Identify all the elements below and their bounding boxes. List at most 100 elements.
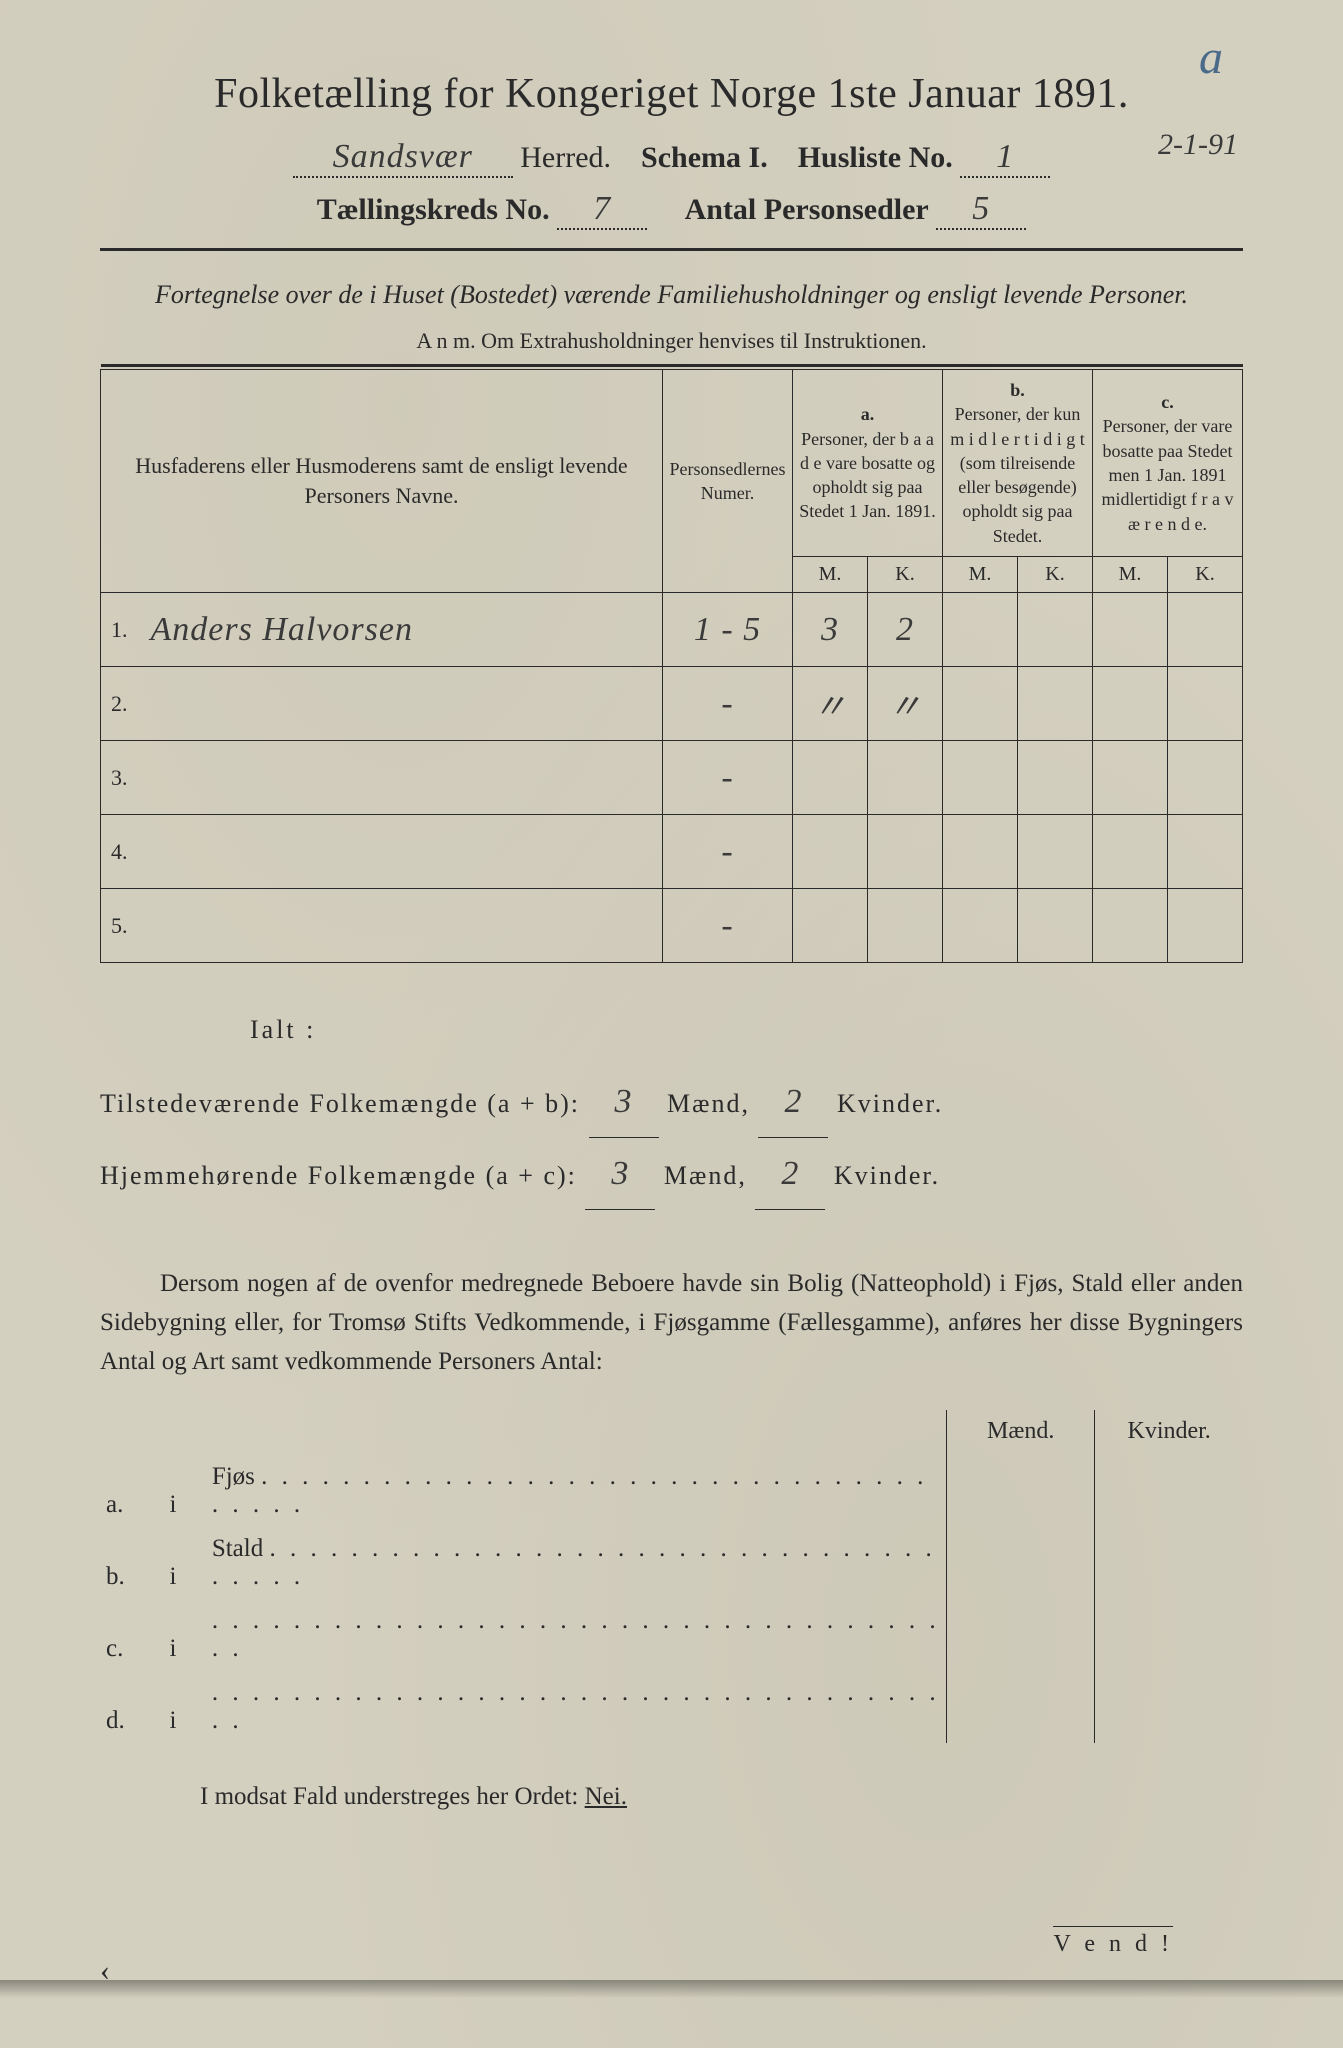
col-c-header: Personer, der vare bosatte paa Stedet me… [1099,414,1236,535]
totals-block: Ialt : Tilstedeværende Folkemængde (a + … [100,1003,1243,1210]
col-ps-header: Person­sedler­nes Numer. [670,459,786,503]
cM-cell [1093,815,1168,889]
cK-cell [1168,889,1243,963]
table-row: 3. - [101,741,1243,815]
cM-cell [1093,741,1168,815]
ps-cell: - [663,815,793,889]
ps-cell: 1 - 5 [663,593,793,667]
table-row: 5.- [101,889,1243,963]
bK-cell [1018,741,1093,815]
name-cell [141,889,663,963]
out-K [1095,1455,1243,1527]
cK-cell [1168,815,1243,889]
out-label: Fjøs . . . . . . . . . . . . . . . . . .… [206,1455,947,1527]
out-M [947,1671,1095,1743]
antal-label: Antal Personsedler [685,193,929,226]
name-cell [141,815,663,889]
aK-cell: 〃 [868,667,943,741]
cM-cell [1093,593,1168,667]
col-a-header: Personer, der b a a d e vare bosatte og … [799,427,936,524]
col-b-top: b. [949,378,1086,402]
maend-label: Mænd, [667,1089,750,1118]
ps-cell: - [663,741,793,815]
aM-cell: 〃 [793,667,868,741]
bK-cell [1018,889,1093,963]
kreds-label: Tællingskreds No. [317,193,550,226]
ps-cell: - [663,667,793,741]
bM-cell [943,593,1018,667]
bK-cell [1018,667,1093,741]
totals-row-ac: Hjemmehørende Folkemængde (a + c): 3 Mæn… [100,1138,1243,1210]
cK-cell [1168,593,1243,667]
name-cell: Anders Halvorsen [141,593,663,667]
col-a-top: a. [799,402,936,426]
bM-cell [943,667,1018,741]
out-letter: d. [100,1671,164,1743]
page-fold-shadow [0,1980,1343,1998]
aK-cell [868,741,943,815]
bM-cell [943,741,1018,815]
ialt-label: Ialt : [250,1003,1243,1058]
out-M [947,1599,1095,1671]
out-i: i [164,1671,206,1743]
col-b-header: Personer, der kun m i d l e r t i d i g … [949,402,1086,548]
name-cell [141,741,663,815]
out-label: . . . . . . . . . . . . . . . . . . . . … [206,1671,947,1743]
out-K [1095,1599,1243,1671]
tot-ac-M: 3 [585,1138,655,1210]
row-number: 5. [101,889,141,963]
row-number: 3. [101,741,141,815]
husliste-value: 1 [960,138,1050,178]
kvinder-label-2: Kvinder. [834,1161,940,1190]
kreds-line: Tællingskreds No. 7 Antal Personsedler 5 [100,190,1243,230]
page-title: Folketælling for Kongeriget Norge 1ste J… [100,70,1243,118]
bK-cell [1018,815,1093,889]
out-row: c.i . . . . . . . . . . . . . . . . . . … [100,1599,1243,1671]
sub-bM: M. [943,557,1018,593]
row-number: 1. [101,593,141,667]
husliste-label: Husliste No. [798,141,953,174]
schema-label: Schema I. [641,141,768,174]
col-c-top: c. [1099,390,1236,414]
kvinder-label: Kvinder. [837,1089,943,1118]
census-form-page: a Folketælling for Kongeriget Norge 1ste… [0,0,1343,2048]
divider [100,248,1243,251]
corner-annotation: a [1199,30,1223,85]
household-table: Husfaderens eller Husmoderens samt de en… [100,364,1243,963]
table-row: 2.-〃〃 [101,667,1243,741]
cM-cell [1093,667,1168,741]
out-letter: b. [100,1527,164,1599]
herred-label: Herred. [520,141,611,174]
out-M [947,1527,1095,1599]
kreds-value: 7 [557,190,647,230]
subtitle: Fortegnelse over de i Huset (Bostedet) v… [100,275,1243,314]
nei-text: I modsat Fald understreges her Ordet: [200,1783,578,1810]
sub-aM: M. [793,557,868,593]
out-head-M: Mænd. [947,1410,1095,1455]
cM-cell [1093,889,1168,963]
nei-word: Nei. [585,1783,627,1810]
out-label: Stald . . . . . . . . . . . . . . . . . … [206,1527,947,1599]
tot-ab-M: 3 [589,1066,659,1138]
out-i: i [164,1527,206,1599]
antal-value: 5 [936,190,1026,230]
table-row: 1.Anders Halvorsen1 - 532 [101,593,1243,667]
row-number: 4. [101,815,141,889]
herred-value: Sandsvær [293,138,513,178]
aM-cell [793,741,868,815]
tot-ab-label: Tilstedeværende Folkemængde (a + b): [100,1089,580,1118]
stray-mark: ‹ [100,1954,110,1988]
outbuilding-table: Mænd. Kvinder. a.iFjøs . . . . . . . . .… [100,1410,1243,1743]
sub-aK: K. [868,557,943,593]
out-row: d.i . . . . . . . . . . . . . . . . . . … [100,1671,1243,1743]
cK-cell [1168,667,1243,741]
out-K [1095,1527,1243,1599]
out-label: . . . . . . . . . . . . . . . . . . . . … [206,1599,947,1671]
aM-cell [793,815,868,889]
sub-bK: K. [1018,557,1093,593]
margin-date: 2-1-91 [1158,128,1238,162]
tot-ab-K: 2 [758,1066,828,1138]
totals-row-ab: Tilstedeværende Folkemængde (a + b): 3 M… [100,1066,1243,1138]
vend-label: V e n d ! [1053,1926,1173,1958]
bM-cell [943,889,1018,963]
